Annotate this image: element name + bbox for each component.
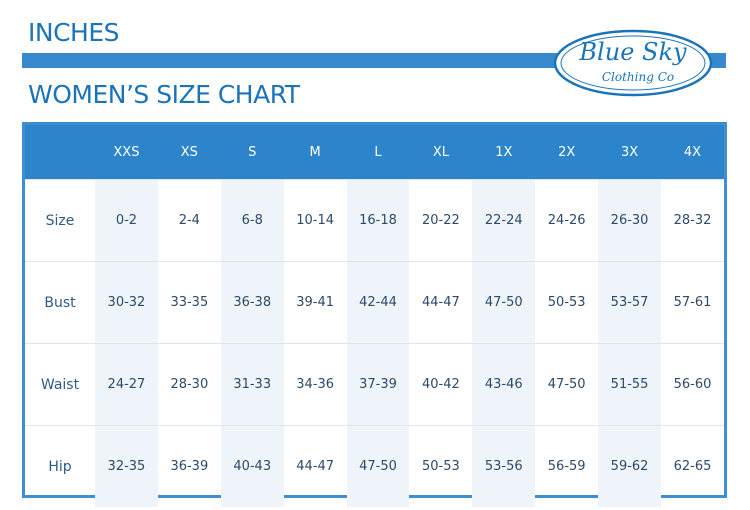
cell: 40-42	[409, 343, 473, 426]
cell: 56-60	[661, 343, 724, 426]
row-label: Bust	[25, 261, 95, 344]
size-table-frame: XXS XS S M L XL 1X 2X 3X 4X Size 0-2 2-4 6-8 10-14 16-…	[22, 122, 727, 507]
cell: 50-53	[535, 261, 599, 344]
cell: 24-26	[535, 179, 599, 262]
cell: 30-32	[95, 261, 158, 344]
cell: 0-2	[95, 179, 158, 262]
cell: 22-24	[472, 179, 536, 262]
cell: 59-62	[598, 425, 662, 507]
logo: Blue Sky Clothing Co	[553, 29, 713, 97]
row-label: Waist	[25, 343, 95, 426]
table-row: Size 0-2 2-4 6-8 10-14 16-18 20-22 22-24 24-26 26…	[25, 179, 724, 262]
cell: 50-53	[409, 425, 473, 507]
column-header: 2X	[535, 125, 599, 180]
cell: 28-30	[157, 343, 221, 426]
cell: 39-41	[283, 261, 347, 344]
corner-cell	[25, 125, 95, 180]
logo-tagline: Clothing Co	[602, 70, 674, 84]
cell: 36-38	[220, 261, 284, 344]
cell: 2-4	[157, 179, 221, 262]
cell: 62-65	[661, 425, 724, 507]
column-header: S	[220, 125, 284, 180]
cell: 31-33	[220, 343, 284, 426]
cell: 56-59	[535, 425, 599, 507]
cell: 47-50	[346, 425, 410, 507]
row-label: Hip	[25, 425, 95, 507]
table-body: Size 0-2 2-4 6-8 10-14 16-18 20-22 22-24 24-26 26…	[25, 179, 724, 507]
cell: 6-8	[220, 179, 284, 262]
column-header: 1X	[472, 125, 536, 180]
column-header: 4X	[661, 125, 724, 180]
table-row: Bust 30-32 33-35 36-38 39-41 42-44 44-47 47-50 5…	[25, 261, 724, 344]
cell: 40-43	[220, 425, 284, 507]
cell: 32-35	[95, 425, 158, 507]
column-header: 3X	[598, 125, 662, 180]
cell: 33-35	[157, 261, 221, 344]
cell: 10-14	[283, 179, 347, 262]
cell: 47-50	[472, 261, 536, 344]
cell: 34-36	[283, 343, 347, 426]
cell: 36-39	[157, 425, 221, 507]
column-header: XS	[157, 125, 221, 180]
cell: 51-55	[598, 343, 662, 426]
title: INCHES	[28, 18, 120, 47]
column-header: M	[283, 125, 347, 180]
cell: 37-39	[346, 343, 410, 426]
size-table: XXS XS S M L XL 1X 2X 3X 4X Size 0-2 2-4 6-8 10-14 16-…	[25, 125, 724, 507]
column-header: XL	[409, 125, 473, 180]
cell: 24-27	[95, 343, 158, 426]
cell: 47-50	[535, 343, 599, 426]
column-header: L	[346, 125, 410, 180]
cell: 28-32	[661, 179, 724, 262]
logo-name: Blue Sky	[578, 38, 687, 66]
cell: 26-30	[598, 179, 662, 262]
cell: 43-46	[472, 343, 536, 426]
cell: 42-44	[346, 261, 410, 344]
column-header: XXS	[95, 125, 158, 180]
cell: 44-47	[409, 261, 473, 344]
cell: 53-56	[472, 425, 536, 507]
header-row: XXS XS S M L XL 1X 2X 3X 4X	[25, 125, 724, 180]
table-row: Hip 32-35 36-39 40-43 44-47 47-50 50-53 53-56 56…	[25, 425, 724, 507]
cell: 53-57	[598, 261, 662, 344]
cell: 57-61	[661, 261, 724, 344]
cell: 44-47	[283, 425, 347, 507]
header-bar	[22, 53, 726, 68]
row-label: Size	[25, 179, 95, 262]
cell: 16-18	[346, 179, 410, 262]
subtitle: WOMEN’S SIZE CHART	[28, 80, 300, 109]
cell: 20-22	[409, 179, 473, 262]
table-row: Waist 24-27 28-30 31-33 34-36 37-39 40-42 43-46…	[25, 343, 724, 426]
